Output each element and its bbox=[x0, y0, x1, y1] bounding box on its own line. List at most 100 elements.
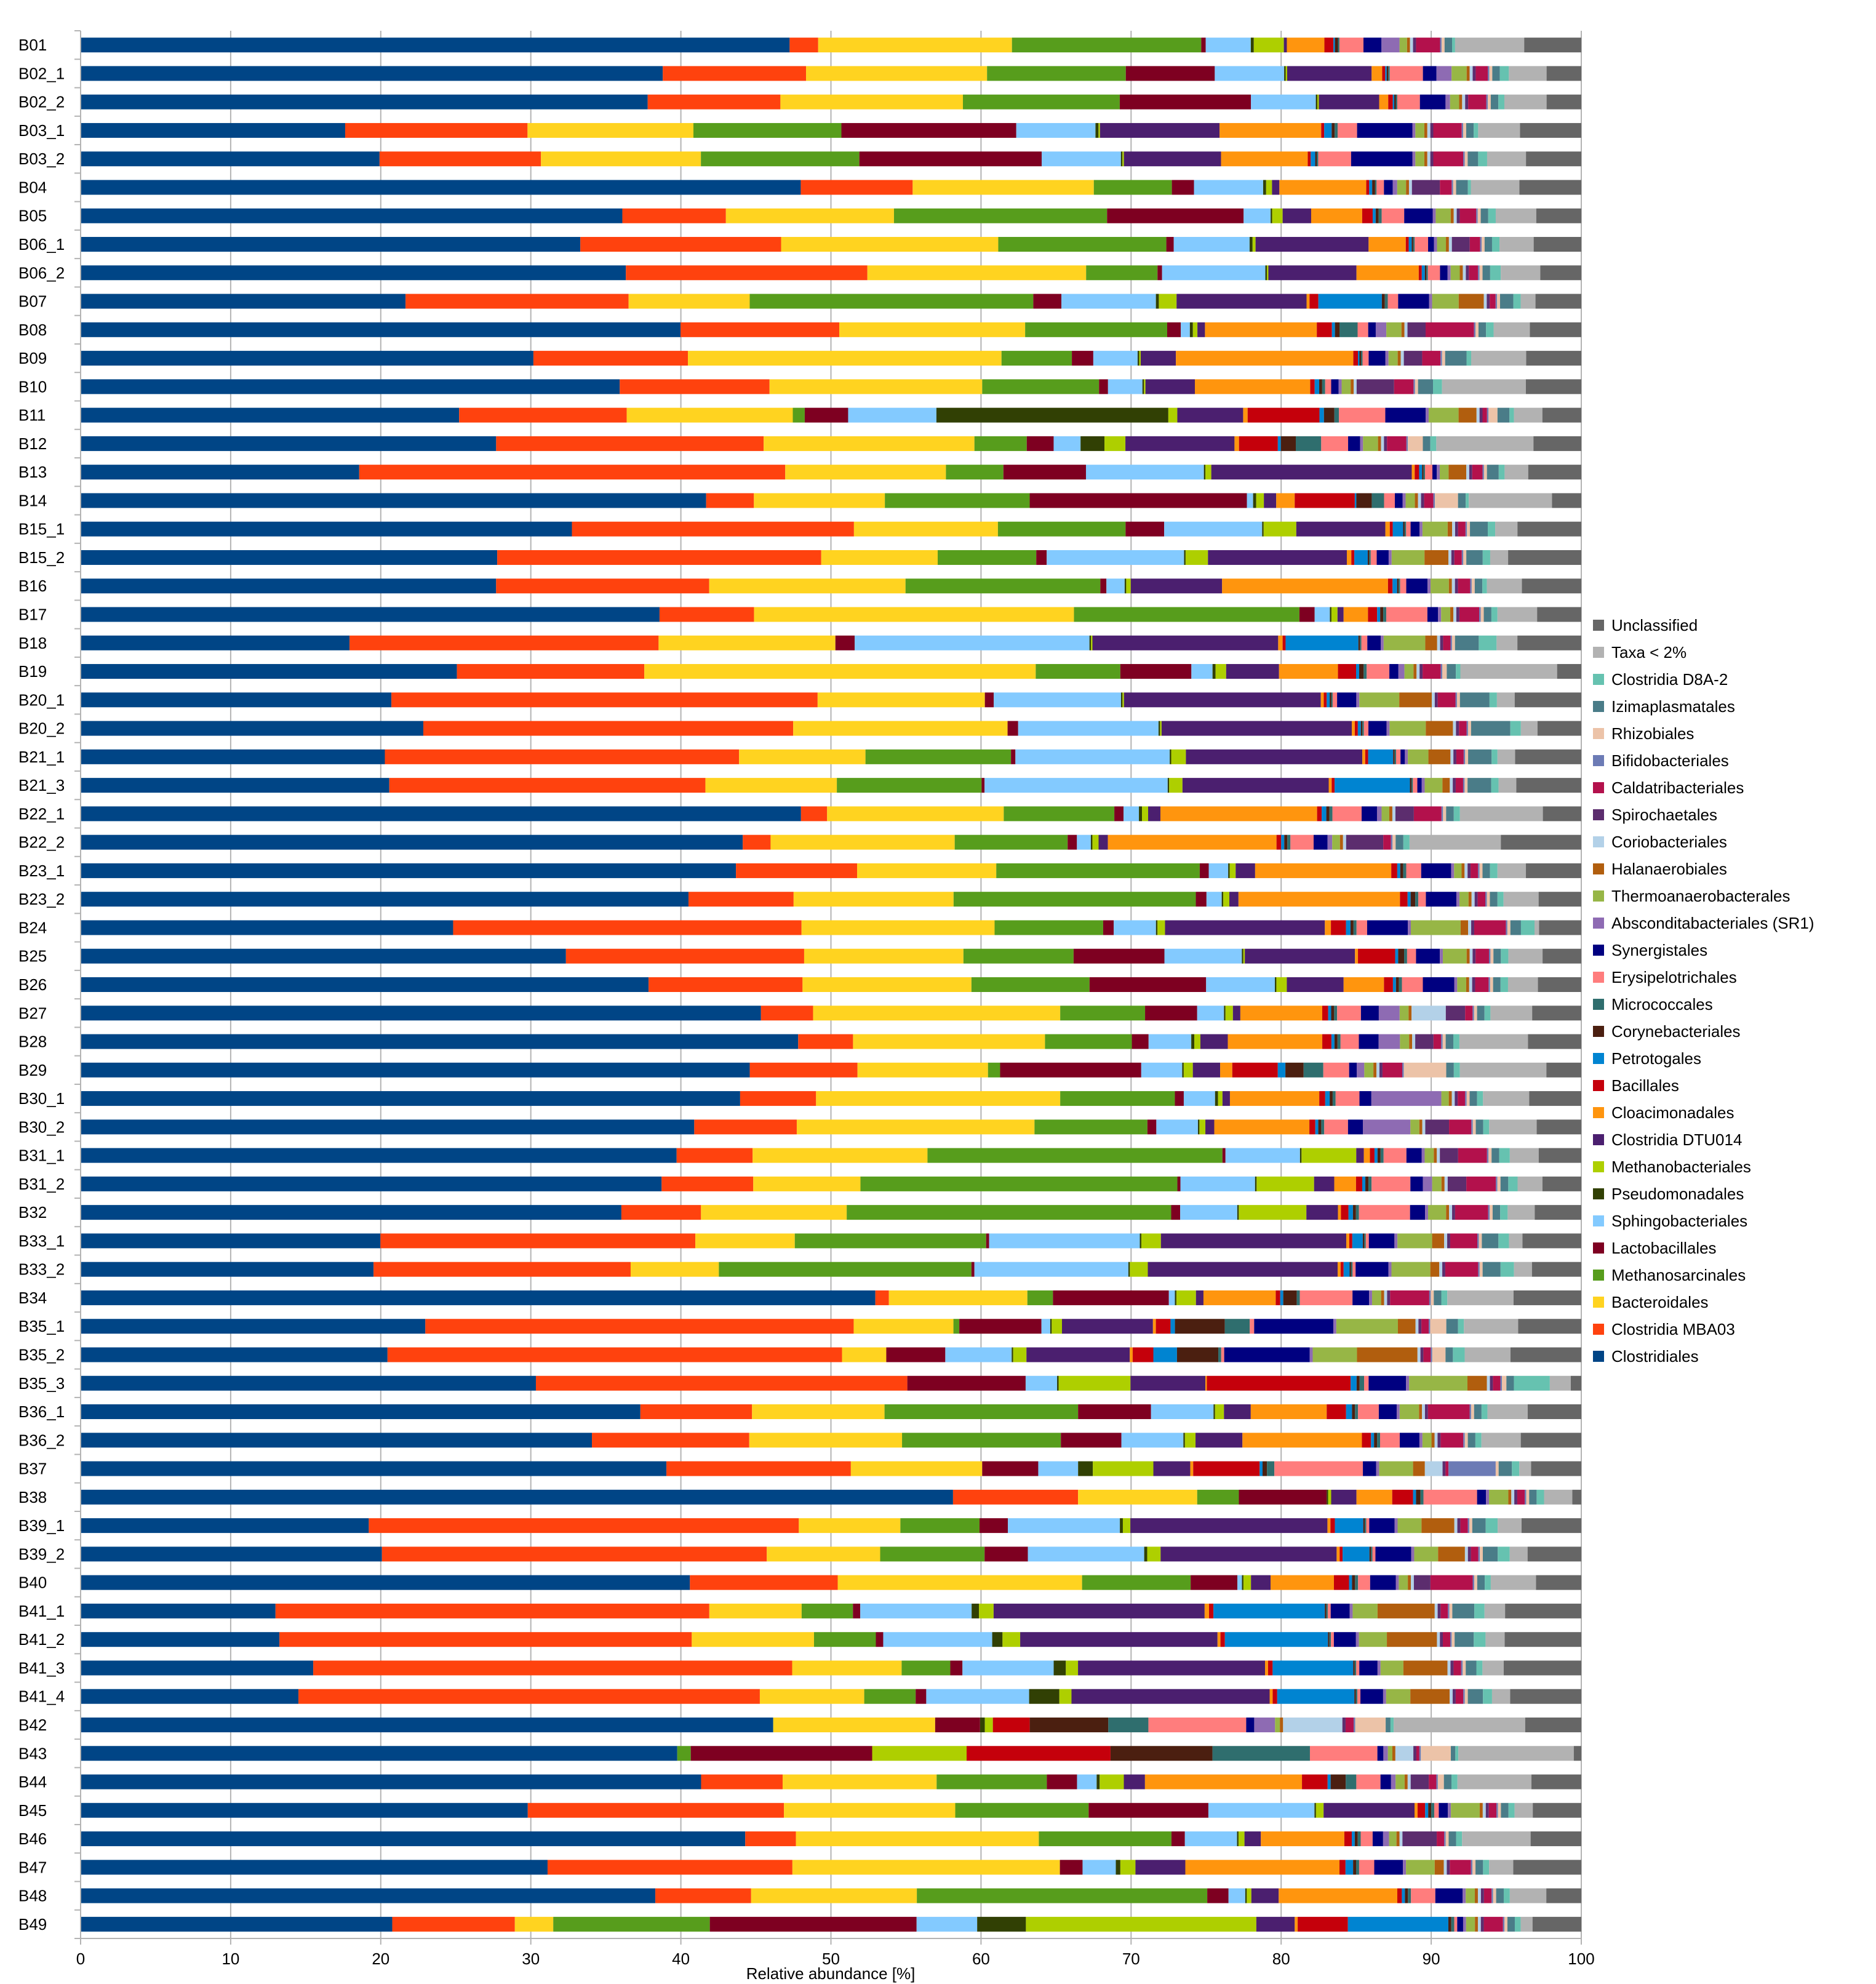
bar-segment bbox=[1228, 1888, 1245, 1903]
bar-segment bbox=[1495, 521, 1518, 537]
bar-segment bbox=[977, 1916, 1026, 1932]
bar-segment bbox=[533, 351, 689, 366]
bar-segment bbox=[1354, 550, 1368, 565]
bar-segment bbox=[1459, 94, 1463, 110]
bar-segment bbox=[1477, 1489, 1487, 1505]
bar-segment bbox=[1352, 1575, 1355, 1590]
bar-segment bbox=[1450, 1233, 1478, 1249]
bar-segment bbox=[391, 692, 818, 708]
bar-segment bbox=[1338, 664, 1357, 679]
bar-segment bbox=[1543, 806, 1581, 822]
bar-segment bbox=[994, 692, 1121, 708]
bar-segment bbox=[1008, 1518, 1120, 1534]
bar-segment bbox=[1433, 151, 1464, 167]
bar-segment bbox=[1472, 1518, 1486, 1534]
bar-segment bbox=[1362, 749, 1365, 764]
bar-segment bbox=[1339, 407, 1386, 423]
bar-segment bbox=[1302, 1774, 1328, 1790]
bar-segment bbox=[1388, 550, 1392, 565]
bar-segment bbox=[1413, 778, 1418, 793]
bar-segment bbox=[752, 1404, 885, 1420]
bar-segment bbox=[1432, 1233, 1445, 1249]
bar-segment bbox=[1376, 1461, 1379, 1476]
bar-segment bbox=[1259, 1461, 1263, 1476]
bar-segment bbox=[1458, 493, 1466, 508]
bar-segment bbox=[1053, 436, 1081, 451]
bar-segment bbox=[1490, 977, 1493, 992]
bar-segment bbox=[1026, 1347, 1130, 1362]
bar-segment bbox=[1377, 607, 1381, 622]
bar-segment bbox=[1100, 122, 1220, 138]
bar-segment bbox=[1295, 1916, 1298, 1932]
bar-segment bbox=[1506, 1375, 1514, 1391]
y-tick-label: B03_2 bbox=[18, 150, 65, 168]
bar-segment bbox=[1343, 607, 1368, 622]
bar-segment bbox=[1471, 1860, 1473, 1875]
bar-segment bbox=[1249, 237, 1253, 252]
bar-segment bbox=[1215, 66, 1285, 81]
bar-segment bbox=[1533, 1802, 1581, 1818]
bar-segment bbox=[695, 1233, 795, 1249]
bar-segment bbox=[1250, 1404, 1327, 1420]
bar-segment bbox=[1212, 664, 1216, 679]
bar-segment bbox=[1470, 578, 1472, 594]
bar-segment bbox=[1077, 1774, 1097, 1790]
bar-segment bbox=[1546, 94, 1581, 110]
bar-segment bbox=[1500, 1176, 1509, 1191]
bar-segment bbox=[1356, 1860, 1359, 1875]
bar-segment bbox=[1256, 1916, 1295, 1932]
bar-segment bbox=[1466, 66, 1470, 81]
bar-segment bbox=[936, 407, 1168, 423]
bar-segment bbox=[984, 1717, 993, 1732]
bar-segment bbox=[1442, 778, 1450, 793]
bar-segment bbox=[81, 237, 581, 252]
bar-segment bbox=[1175, 1290, 1176, 1305]
bar-segment bbox=[1498, 1518, 1522, 1534]
bar-segment bbox=[1366, 180, 1370, 195]
bar-segment bbox=[1145, 379, 1195, 394]
bar-segment bbox=[1280, 436, 1296, 451]
bar-segment bbox=[1422, 1433, 1432, 1448]
bar-segment bbox=[1171, 1205, 1181, 1220]
bar-segment bbox=[1016, 122, 1096, 138]
bar-segment bbox=[1453, 1034, 1459, 1049]
bar-segment bbox=[1324, 122, 1332, 138]
legend-label: Caldatribacteriales bbox=[1611, 778, 1744, 797]
bar-segment bbox=[1367, 664, 1390, 679]
bar-segment bbox=[1495, 294, 1498, 309]
bar-segment bbox=[1408, 436, 1423, 451]
bar-segment bbox=[1402, 977, 1423, 992]
y-tick-label: B30_2 bbox=[18, 1118, 65, 1136]
bar-segment bbox=[1507, 1205, 1535, 1220]
bar-segment bbox=[1428, 237, 1434, 252]
bar-segment bbox=[1468, 749, 1492, 764]
bar-segment bbox=[1224, 1404, 1251, 1420]
bar-segment bbox=[1478, 151, 1487, 167]
bar-segment bbox=[1377, 1433, 1380, 1448]
bar-segment bbox=[1156, 1119, 1198, 1135]
bar-segment bbox=[1018, 721, 1159, 736]
bar-segment bbox=[1489, 1860, 1514, 1875]
bar-segment bbox=[1355, 1632, 1359, 1647]
bar-segment bbox=[1197, 1006, 1224, 1021]
bar-segment bbox=[992, 1717, 1030, 1732]
bar-segment bbox=[1061, 294, 1156, 309]
bar-segment bbox=[1343, 977, 1384, 992]
bar-segment bbox=[1528, 1034, 1581, 1049]
bar-segment bbox=[1447, 1660, 1451, 1676]
bar-segment bbox=[1427, 1404, 1470, 1420]
bar-segment bbox=[1358, 635, 1360, 650]
bar-segment bbox=[1459, 721, 1467, 736]
bar-segment bbox=[1469, 948, 1473, 964]
bar-segment bbox=[1356, 664, 1359, 679]
bar-segment bbox=[1463, 749, 1466, 764]
bar-segment bbox=[1395, 1746, 1414, 1761]
bar-segment bbox=[1467, 863, 1471, 878]
bar-segment bbox=[1474, 1404, 1482, 1420]
bar-segment bbox=[1158, 721, 1160, 736]
bar-segment bbox=[1533, 237, 1581, 252]
bar-segment bbox=[1424, 1461, 1443, 1476]
bar-segment bbox=[1488, 407, 1498, 423]
bar-segment bbox=[1351, 550, 1355, 565]
y-tick-label: B31_1 bbox=[18, 1146, 65, 1165]
